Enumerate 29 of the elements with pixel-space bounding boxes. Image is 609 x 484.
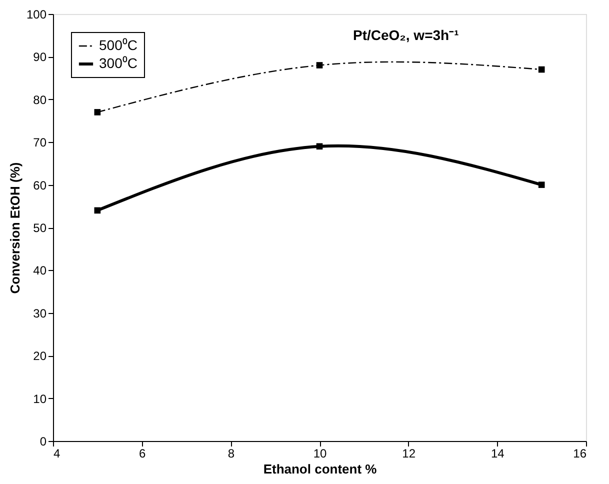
legend-label: 500⁰C (99, 37, 138, 53)
y-tick-label: 0 (40, 434, 47, 448)
point (538, 66, 545, 73)
point (538, 182, 545, 188)
y-tick-label: 70 (33, 136, 47, 150)
point (316, 62, 323, 68)
point (94, 109, 101, 116)
x-tick-label: 4 (54, 446, 60, 460)
point (316, 143, 323, 150)
x-tick-label: 14 (490, 446, 505, 460)
x-tick-label: 10 (313, 446, 327, 460)
y-axis-title: Conversion EtOH (%) (7, 162, 22, 294)
x-tick-label: 8 (228, 446, 235, 460)
annotation: Pt/CeO₂, w=3h⁻¹ (353, 27, 460, 43)
y-tick-label: 10 (33, 392, 47, 406)
y-tick-label: 30 (33, 306, 47, 320)
y-tick-label: 80 (33, 92, 47, 107)
y-tick-label: 60 (33, 178, 47, 192)
y-tick-label: 100 (26, 8, 47, 22)
x-axis-title: Ethanol content % (263, 462, 378, 476)
legend-label: 300⁰C (99, 55, 138, 71)
x-tick-label: 16 (573, 446, 587, 460)
x-tick-label: 12 (402, 446, 416, 460)
x-tick-label: 6 (138, 446, 146, 460)
point (94, 207, 101, 214)
y-tick-label: 40 (33, 264, 47, 278)
y-tick-label: 90 (33, 50, 47, 64)
y-tick-label: 20 (33, 349, 47, 364)
y-tick-label: 50 (33, 221, 47, 235)
